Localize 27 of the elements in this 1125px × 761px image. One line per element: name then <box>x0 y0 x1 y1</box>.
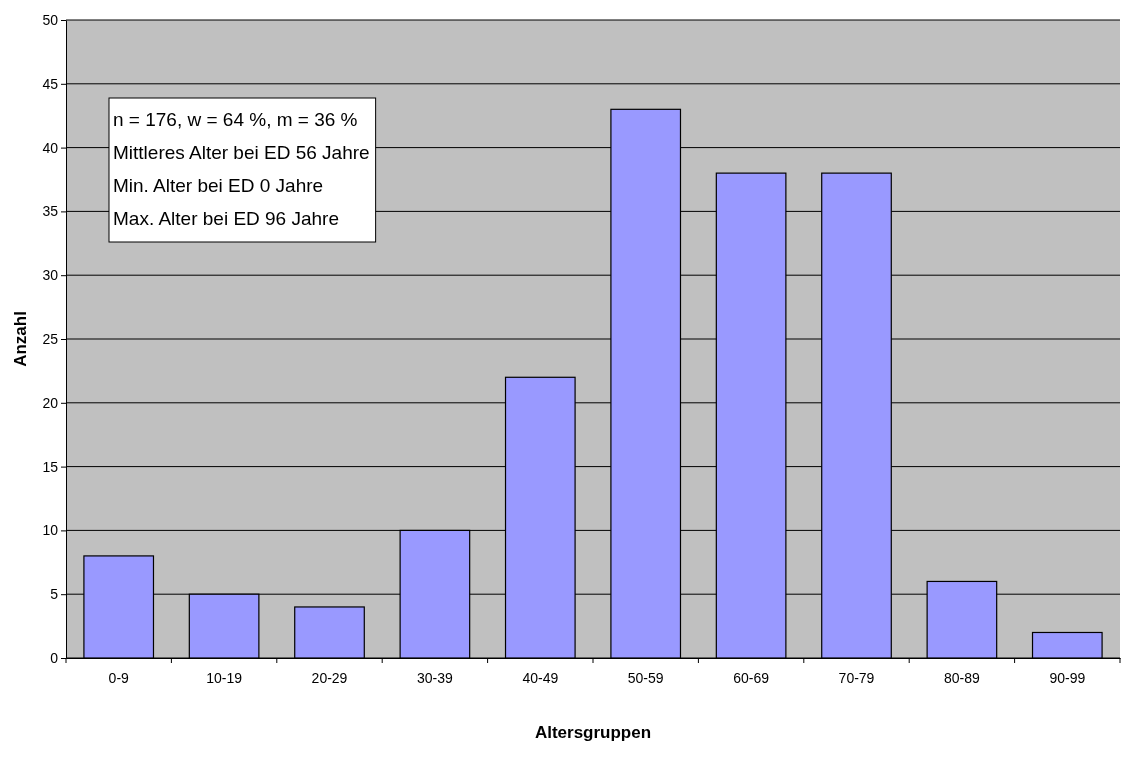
x-tick-label: 10-19 <box>206 670 243 687</box>
y-tick-label: 30 <box>42 267 59 284</box>
y-tick-label: 25 <box>42 330 59 347</box>
annotation: Mittleres Alter bei ED 56 Jahre <box>113 142 370 163</box>
y-tick-label: 0 <box>50 649 59 666</box>
x-axis-title: Altersgruppen <box>534 723 652 742</box>
x-tick-label: 90-99 <box>1049 670 1086 687</box>
y-tick-label: 50 <box>42 11 59 28</box>
x-tick-label: 80-89 <box>943 670 981 687</box>
x-tick-label: 50-59 <box>627 670 664 687</box>
y-tick-label: 35 <box>42 203 59 220</box>
x-tick-label: 0-9 <box>108 670 130 687</box>
y-tick-label: 5 <box>50 586 59 603</box>
x-tick-label: 20-29 <box>311 670 348 687</box>
x-tick-label: 40-49 <box>522 670 559 687</box>
y-axis-title: Anzahl <box>11 311 30 367</box>
y-tick-label: 45 <box>42 75 59 92</box>
annotation: n = 176, w = 64 %, m = 36 % <box>113 109 358 130</box>
annotation: Min. Alter bei ED 0 Jahre <box>113 175 324 196</box>
x-tick-label: 60-69 <box>733 670 770 687</box>
annotation: Max. Alter bei ED 96 Jahre <box>113 208 339 229</box>
y-tick-label: 40 <box>42 139 59 156</box>
y-tick-label: 15 <box>42 458 59 475</box>
x-tick-label: 70-79 <box>838 670 875 687</box>
x-tick-label: 30-39 <box>416 670 454 687</box>
y-tick-label: 10 <box>42 522 59 539</box>
y-tick-label: 20 <box>42 394 59 411</box>
